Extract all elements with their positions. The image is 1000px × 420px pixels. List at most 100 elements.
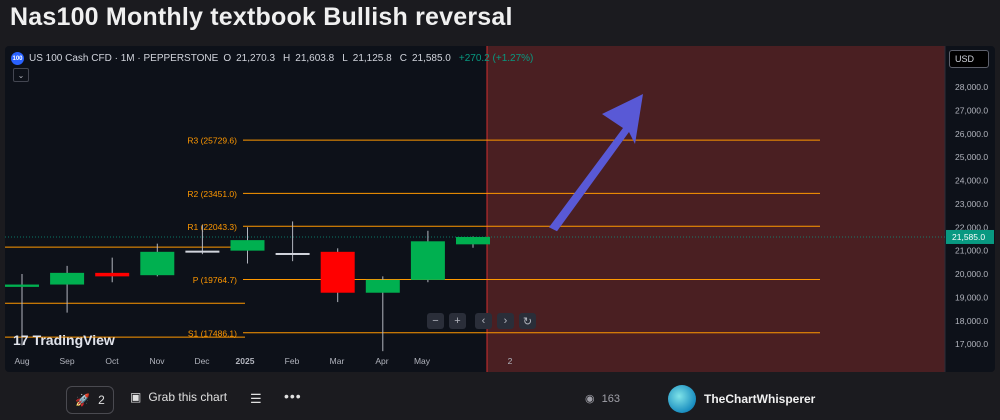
pivot-label-p: P (19764.7) — [193, 275, 237, 285]
candle-oct — [140, 243, 175, 277]
close-label: C — [399, 53, 407, 64]
candle-jul — [5, 274, 39, 346]
candle-body — [456, 236, 490, 245]
bullish-arrow — [549, 94, 643, 232]
candle-may — [456, 236, 490, 248]
open-value: 21,270.3 — [236, 53, 276, 64]
avatar[interactable] — [668, 385, 696, 413]
time-label: 2 — [508, 356, 513, 366]
scroll-left-button[interactable]: ‹ — [475, 313, 492, 329]
price-tick: 28,000.0 — [955, 82, 988, 92]
chevron-down-icon: ⌄ — [17, 70, 25, 80]
candle-body — [140, 251, 175, 276]
views-value: 163 — [601, 392, 620, 405]
plus-icon: + — [454, 315, 461, 327]
time-label: Nov — [149, 356, 165, 366]
time-label: Oct — [105, 356, 119, 366]
price-tick: 24,000.0 — [955, 176, 988, 186]
candle-sep — [95, 257, 130, 283]
future-region — [487, 46, 945, 372]
boost-count: 2 — [98, 393, 105, 407]
grab-label: Grab this chart — [148, 390, 228, 404]
time-label: May — [414, 356, 431, 366]
comment-button[interactable]: ☰ — [250, 391, 262, 407]
candle-body — [95, 272, 130, 277]
view-count: ◉ 163 — [585, 392, 620, 406]
currency-selector[interactable]: USD — [949, 50, 989, 68]
current-price-tag — [946, 229, 994, 244]
price-chart[interactable]: R3 (25729.6) R2 (23451.0) R1 (22043.3) P (1… — [5, 46, 995, 372]
price-tick: 25,000.0 — [955, 152, 988, 162]
chart-zoom-controls: − + — [427, 313, 466, 329]
change-value: +270.2 (+1.27%) — [458, 53, 534, 64]
symbol-info: 100 US 100 Cash CFD · 1M · PEPPERSTONE O… — [11, 52, 533, 65]
chevron-left-icon: ‹ — [481, 315, 486, 327]
time-label: Mar — [330, 356, 345, 366]
zoom-out-button[interactable]: − — [427, 313, 444, 329]
tradingview-wordmark: TradingView — [32, 332, 115, 348]
high-value: 21,603.8 — [295, 53, 335, 64]
candle-body — [5, 284, 39, 287]
candle-body — [410, 241, 445, 280]
close-value: 21,585.0 — [411, 53, 451, 64]
chart-scroll-controls: ‹ › ↻ — [475, 313, 536, 329]
reset-icon: ↻ — [522, 315, 533, 328]
price-tick: 18,000.0 — [955, 316, 988, 326]
high-label: H — [283, 53, 291, 64]
candle-body — [230, 240, 265, 251]
price-tick: 21,000.0 — [955, 246, 988, 256]
candle-apr — [410, 230, 445, 283]
rocket-icon: 🚀 — [75, 393, 91, 407]
pivot-label-r2: R2 (23451.0) — [187, 189, 237, 199]
minus-icon: − — [432, 315, 439, 327]
reset-chart-button[interactable]: ↻ — [519, 313, 536, 329]
pivot-label-r3: R3 (25729.6) — [187, 136, 237, 146]
symbol-name[interactable]: US 100 Cash CFD · 1M · PEPPERSTONE — [29, 53, 219, 64]
low-label: L — [342, 53, 348, 64]
open-label: O — [223, 53, 232, 64]
chevron-right-icon: › — [503, 315, 508, 327]
candle-dec — [230, 227, 265, 264]
boost-button[interactable]: 🚀 2 — [66, 386, 114, 414]
grab-chart-button[interactable]: ▣ Grab this chart — [130, 390, 227, 404]
chart-panel[interactable]: R3 (25729.6) R2 (23451.0) R1 (22043.3) P (1… — [5, 46, 995, 372]
candle-body — [50, 272, 85, 285]
current-price-label: 21,585.0 — [952, 232, 985, 242]
candle-body — [185, 250, 220, 253]
author-name: TheChartWhisperer — [704, 392, 816, 406]
price-tick: 27,000.0 — [955, 105, 988, 115]
more-icon: ••• — [284, 388, 302, 404]
time-label: 2025 — [236, 356, 255, 366]
price-tick: 26,000.0 — [955, 129, 988, 139]
candle-nov — [185, 224, 220, 255]
candle-body — [365, 279, 400, 293]
comment-icon: ☰ — [250, 391, 262, 406]
image-icon: ▣ — [130, 390, 142, 404]
time-label: Apr — [375, 356, 388, 366]
time-label: Aug — [14, 356, 29, 366]
page-title: Nas100 Monthly textbook Bullish reversal — [10, 3, 513, 31]
eye-icon: ◉ — [585, 393, 595, 405]
price-tick: 19,000.0 — [955, 292, 988, 302]
price-tick: 22,000.0 — [955, 222, 988, 232]
candle-2025 — [275, 221, 310, 262]
pivot-label-s1: S1 (17486.1) — [188, 328, 237, 338]
candle-mar — [365, 276, 400, 352]
tradingview-logo[interactable]: 17 TradingView — [13, 332, 115, 348]
tradingview-icon: 17 — [13, 332, 29, 348]
author-link[interactable]: TheChartWhisperer — [668, 385, 815, 413]
candle-feb — [320, 248, 355, 303]
candle-body — [275, 252, 310, 255]
candle-body — [320, 251, 355, 293]
price-tick: 23,000.0 — [955, 199, 988, 209]
collapse-legend-button[interactable]: ⌄ — [13, 68, 29, 82]
candle-aug — [50, 265, 85, 313]
price-tick: 20,000.0 — [955, 269, 988, 279]
time-label: Feb — [285, 356, 300, 366]
zoom-in-button[interactable]: + — [449, 313, 466, 329]
more-button[interactable]: ••• — [284, 388, 302, 404]
footer-bar: 🚀 2 ▣ Grab this chart ☰ ••• ◉ 163 TheCha… — [0, 380, 1000, 420]
low-value: 21,125.8 — [352, 53, 392, 64]
pivot-label-r1: R1 (22043.3) — [187, 222, 237, 232]
scroll-right-button[interactable]: › — [497, 313, 514, 329]
